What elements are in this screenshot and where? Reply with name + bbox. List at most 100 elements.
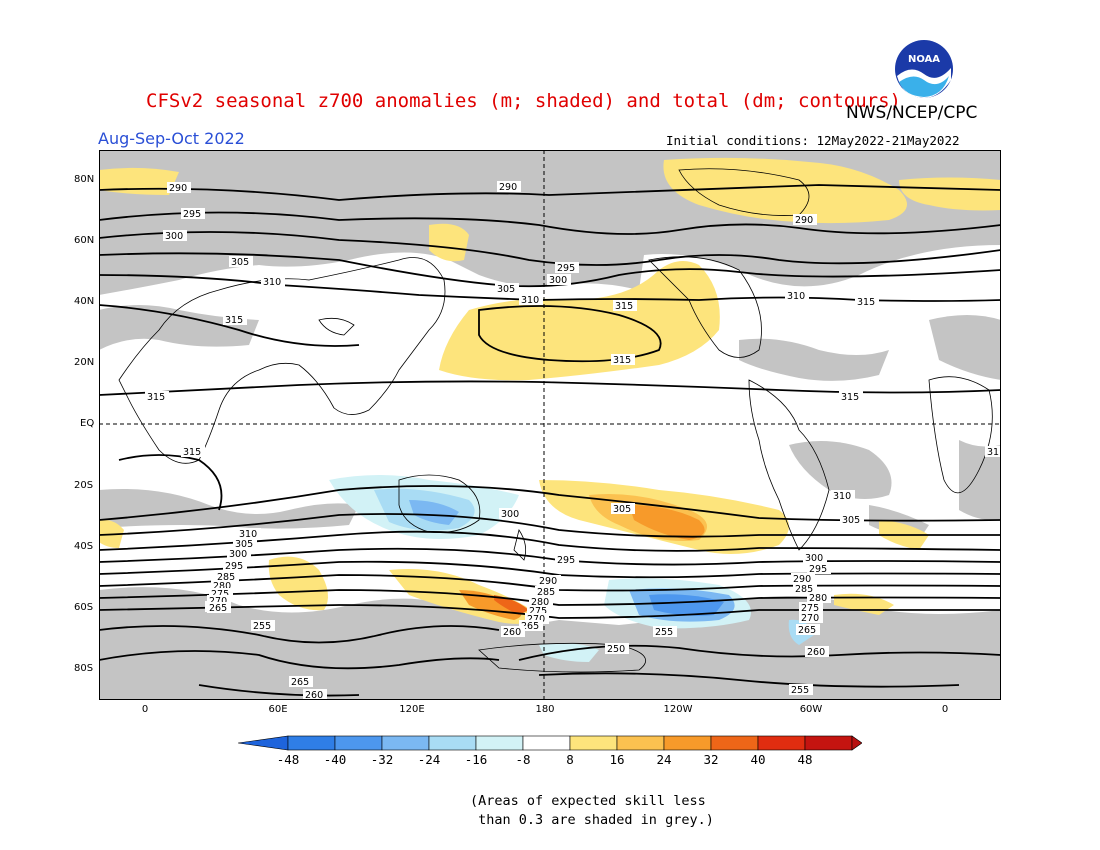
lon-label: 60E — [268, 704, 288, 715]
contour-label: 310 — [521, 295, 539, 306]
colorbar-tick-label: 16 — [609, 752, 625, 767]
contour-label: 300 — [229, 549, 247, 560]
lat-label: 40N — [74, 296, 95, 307]
contour-label: 290 — [539, 576, 557, 587]
lat-label: 40S — [74, 541, 94, 552]
colorbar-tick-label: -32 — [370, 752, 394, 767]
colorbar-swatch — [334, 735, 383, 751]
colorbar-swatch — [757, 735, 806, 751]
colorbar-tick-label: -24 — [417, 752, 441, 767]
contour-label: 310 — [239, 529, 257, 540]
contour-label: 260 — [807, 647, 825, 658]
z700-anomaly-map: 290 290 290 295 295 300 300 305 305 310 … — [99, 150, 1001, 700]
lon-label: 60W — [799, 704, 823, 715]
lon-label: 120W — [663, 704, 693, 715]
contour-label: 310 — [787, 291, 805, 302]
contour-label: 305 — [231, 257, 249, 268]
lon-label: 120E — [399, 704, 425, 715]
skill-note-line1: (Areas of expected skill less — [470, 793, 706, 809]
contour-label: 295 — [809, 564, 827, 575]
contour-label: 265 — [209, 603, 227, 614]
colorbar-tick-label: -40 — [323, 752, 347, 767]
lat-label: 80S — [74, 663, 94, 674]
contour-label: 295 — [183, 209, 201, 220]
contour-label: 275 — [529, 606, 547, 617]
contour-label: 305 — [842, 515, 860, 526]
colorbar-swatch — [287, 735, 336, 751]
contour-label: 285 — [795, 584, 813, 595]
lon-label: 0 — [141, 704, 149, 715]
contour-label: 270 — [527, 614, 545, 625]
contour-label: 290 — [169, 183, 187, 194]
contour-label: 270 — [801, 613, 819, 624]
contour-label: 255 — [655, 627, 673, 638]
contour-label: 310 — [833, 491, 851, 502]
contour-label: 255 — [791, 685, 809, 696]
contour-label: 285 — [217, 572, 235, 583]
skill-note: (Areas of expected skill less than 0.3 a… — [470, 792, 714, 830]
contour-label: 275 — [801, 603, 819, 614]
lon-label: 180 — [535, 704, 555, 715]
contour-label: 265 — [521, 621, 539, 632]
colorbar-under-arrow — [238, 735, 289, 751]
colorbar-tick-label: -16 — [464, 752, 488, 767]
contour-label: 315 — [147, 392, 165, 403]
colorbar — [238, 735, 862, 751]
lat-label: 60N — [74, 235, 95, 246]
colorbar-swatch — [663, 735, 712, 751]
contour-label: 250 — [607, 644, 625, 655]
agency-label: NWS/NCEP/CPC — [846, 103, 978, 123]
contour-label: 315 — [183, 447, 201, 458]
colorbar-tick-label: 40 — [750, 752, 766, 767]
contour-label: 315 — [613, 355, 631, 366]
colorbar-tick-label: 48 — [797, 752, 813, 767]
contour-label: 295 — [225, 561, 243, 572]
contour-label: 260 — [305, 690, 323, 700]
contour-label: 310 — [263, 277, 281, 288]
colorbar-swatch — [475, 735, 524, 751]
colorbar-tick-label: 8 — [566, 752, 574, 767]
lat-label: 60S — [74, 602, 94, 613]
contour-label: 285 — [537, 587, 555, 598]
colorbar-over-arrow — [851, 735, 862, 751]
contour-label: 290 — [795, 215, 813, 226]
lat-label: 80N — [74, 174, 95, 185]
colorbar-swatch — [522, 735, 571, 751]
lat-label: EQ — [80, 418, 95, 429]
contour-label: 315 — [225, 315, 243, 326]
contour-label: 255 — [253, 621, 271, 632]
contour-label: 265 — [798, 625, 816, 636]
lat-label: 20S — [74, 480, 94, 491]
colorbar-tick-label: -48 — [276, 752, 300, 767]
colorbar-tick-label: 32 — [703, 752, 719, 767]
contour-labels: 290 290 290 295 295 300 300 305 305 310 … — [145, 181, 1001, 700]
contour-label: 275 — [211, 589, 229, 600]
contour-label: 295 — [557, 263, 575, 274]
contour-label: 31 — [987, 447, 999, 458]
colorbar-tick-label: -8 — [515, 752, 531, 767]
lon-label: 0 — [941, 704, 949, 715]
contour-label: 300 — [805, 553, 823, 564]
colorbar-swatch — [710, 735, 759, 751]
contour-label: 260 — [503, 627, 521, 638]
contour-label: 305 — [497, 284, 515, 295]
contour-label: 300 — [165, 231, 183, 242]
contour-label: 265 — [291, 677, 309, 688]
contour-label: 280 — [809, 593, 827, 604]
colorbar-swatch — [381, 735, 430, 751]
colorbar-swatch — [428, 735, 477, 751]
logo-text: NOAA — [908, 54, 940, 65]
contour-label: 300 — [549, 275, 567, 286]
colorbar-swatch — [616, 735, 665, 751]
contour-label: 305 — [235, 539, 253, 550]
colorbar-swatch — [804, 735, 853, 751]
contour-label: 270 — [209, 596, 227, 607]
contour-label: 290 — [499, 182, 517, 193]
contour-label: 315 — [615, 301, 633, 312]
contour-label: 315 — [841, 392, 859, 403]
contour-label: 280 — [531, 597, 549, 608]
contour-label: 300 — [501, 509, 519, 520]
colorbar-swatch — [569, 735, 618, 751]
contour-label: 295 — [557, 555, 575, 566]
lat-label: 20N — [74, 357, 95, 368]
